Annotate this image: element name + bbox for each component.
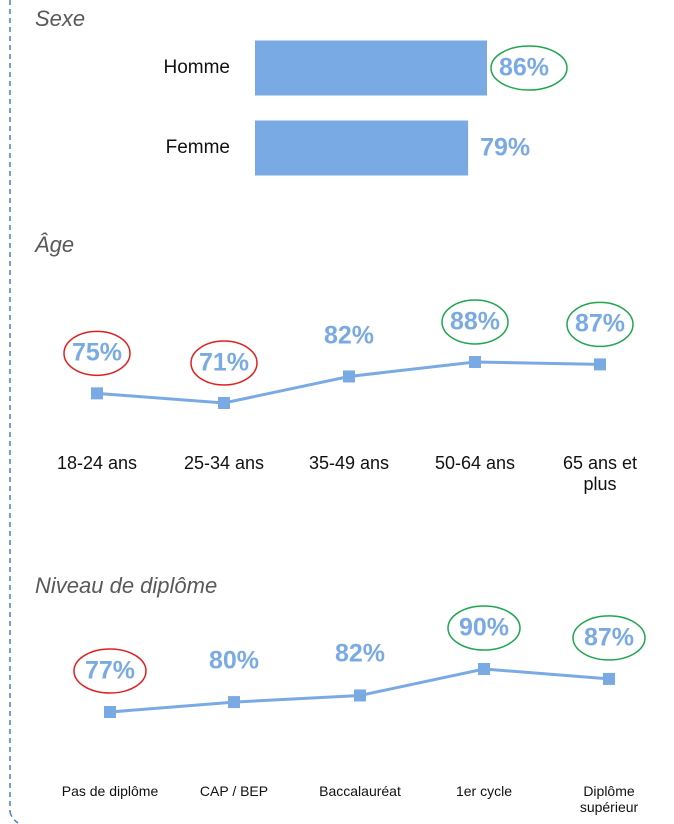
chart-title: Âge — [35, 232, 75, 257]
frame-border — [9, 811, 21, 824]
value-label: 87% — [583, 623, 635, 652]
category-label: 25-34 ans — [183, 453, 265, 473]
value-label: 71% — [198, 348, 250, 377]
value-label: 79% — [480, 133, 531, 162]
highlight-circle — [490, 45, 568, 91]
highlight-circle — [447, 605, 521, 651]
highlight-circle — [441, 299, 509, 345]
marker — [104, 706, 116, 718]
chart-title: Sexe — [35, 6, 86, 31]
highlight-circle — [63, 330, 131, 377]
marker — [91, 387, 103, 400]
line — [96, 360, 601, 405]
category-label: 18-24 ans — [56, 453, 138, 473]
value-label: 75% — [71, 338, 123, 367]
highlight-circle — [566, 301, 634, 348]
category-label: Diplôme supérieur — [579, 783, 639, 816]
marker — [218, 397, 230, 409]
highlight-circle — [190, 340, 258, 386]
value-label: 82% — [334, 640, 386, 669]
marker — [478, 663, 490, 675]
value-label: 82% — [323, 322, 375, 351]
marker — [354, 689, 366, 702]
value-label: 77% — [84, 656, 136, 685]
category-label: Homme — [163, 57, 230, 79]
category-label: 1er cycle — [455, 783, 513, 799]
value-label: 90% — [458, 613, 510, 642]
category-label: Femme — [165, 137, 230, 159]
chart-title: Niveau de diplôme — [35, 573, 218, 598]
bar — [255, 120, 469, 176]
category-label: Pas de diplôme — [61, 783, 159, 799]
category-label: 35-49 ans — [308, 453, 390, 473]
highlight-circle — [73, 648, 147, 694]
category-label: 50-64 ans — [434, 453, 516, 473]
highlight-circle — [572, 615, 646, 661]
value-label: 88% — [449, 307, 501, 336]
value-label: 86% — [499, 53, 550, 82]
category-label: Baccalauréat — [319, 783, 401, 799]
marker — [343, 370, 355, 383]
value-label: 80% — [208, 646, 260, 675]
marker — [594, 358, 606, 371]
marker — [228, 696, 240, 709]
marker — [603, 672, 615, 685]
bar — [255, 40, 487, 96]
category-label: CAP / BEP — [199, 783, 269, 799]
value-label: 87% — [574, 310, 626, 339]
category-label: 65 ans et plus — [562, 453, 638, 494]
marker — [469, 356, 481, 368]
